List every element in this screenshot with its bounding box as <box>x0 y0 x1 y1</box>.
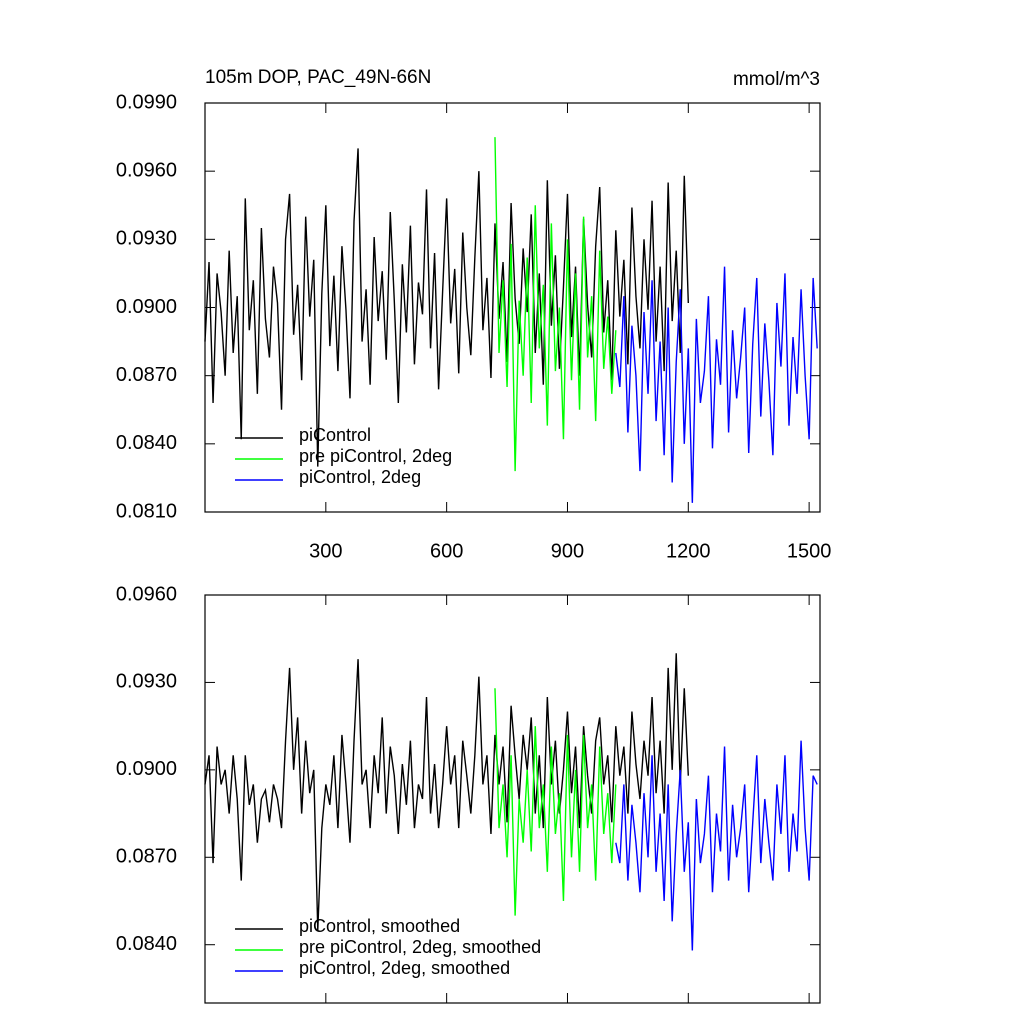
x-tick-label: 900 <box>551 540 584 562</box>
y-tick-label: 0.0930 <box>116 671 177 693</box>
y-tick-label: 0.0810 <box>116 500 177 522</box>
series-line <box>615 266 818 503</box>
x-tick-label: 1200 <box>666 540 711 562</box>
legend-label: piControl, 2deg <box>299 467 421 487</box>
series-line <box>494 137 617 472</box>
legend-label: piControl <box>299 425 371 445</box>
y-tick-label: 0.0870 <box>116 364 177 386</box>
x-tick-label: 600 <box>430 540 463 562</box>
y-tick-label: 0.0870 <box>116 846 177 868</box>
units-label: mmol/m^3 <box>733 69 820 90</box>
y-tick-label: 0.0840 <box>116 432 177 454</box>
chart-title: 105m DOP, PAC_49N-66N <box>205 67 431 88</box>
y-tick-label: 0.0960 <box>116 159 177 181</box>
y-tick-label: 0.0960 <box>116 583 177 605</box>
x-tick-label: 300 <box>309 540 342 562</box>
series-line <box>615 740 818 951</box>
y-tick-label: 0.0930 <box>116 228 177 250</box>
legend-label: piControl, smoothed <box>299 916 460 936</box>
legend-label: piControl, 2deg, smoothed <box>299 958 510 978</box>
x-tick-label: 1500 <box>787 540 832 562</box>
y-tick-label: 0.0900 <box>116 758 177 780</box>
series-line <box>204 148 689 467</box>
legend-label: pre piControl, 2deg <box>299 446 452 466</box>
series-line <box>494 688 617 916</box>
plot-frame <box>204 594 821 1004</box>
legend-label: pre piControl, 2deg, smoothed <box>299 937 541 957</box>
y-tick-label: 0.0990 <box>116 91 177 113</box>
y-tick-label: 0.0840 <box>116 933 177 955</box>
series-line <box>204 653 689 931</box>
y-tick-label: 0.0900 <box>116 296 177 318</box>
